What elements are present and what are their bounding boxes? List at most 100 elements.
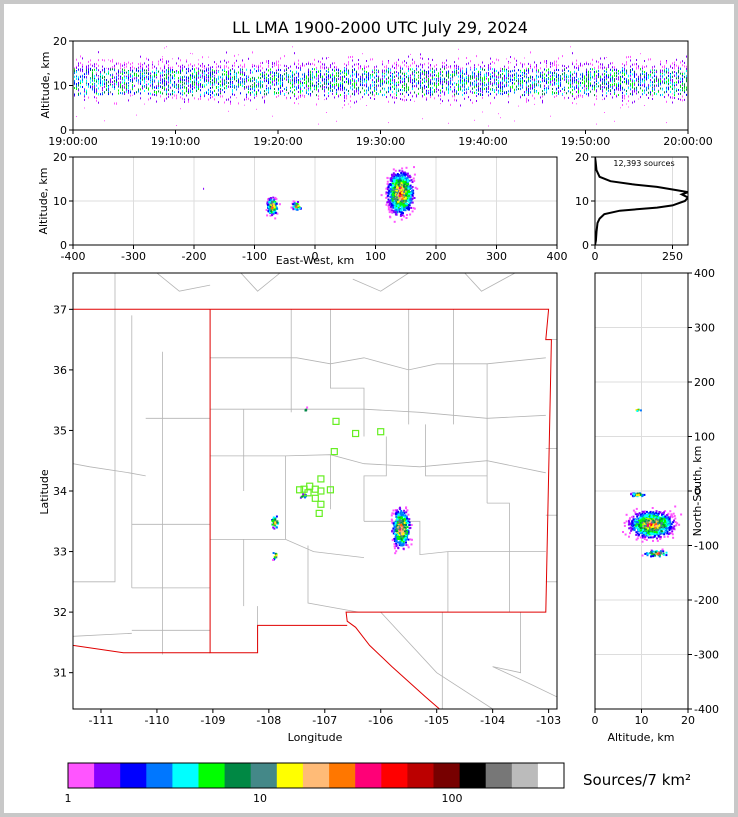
th-source-pixel: [482, 96, 483, 99]
th-source-pixel: [666, 80, 667, 83]
th-source-pixel: [344, 63, 345, 65]
ew-source-pixel: [267, 210, 270, 213]
th-source-pixel: [130, 66, 131, 69]
th-source-pixel: [96, 88, 97, 91]
th-source-pixel: [408, 80, 409, 83]
th-source-pixel: [116, 72, 117, 75]
th-source-pixel: [446, 70, 447, 73]
th-source-pixel: [558, 57, 559, 60]
th-source-pixel: [198, 72, 199, 75]
th-source-pixel: [182, 69, 183, 72]
th-source-pixel: [220, 88, 221, 91]
th-source-pixel: [202, 70, 203, 73]
th-source-pixel: [166, 77, 167, 80]
th-source-pixel: [668, 87, 669, 90]
th-source-pixel: [294, 93, 295, 96]
th-source-pixel: [232, 67, 233, 70]
th-source-pixel: [410, 68, 411, 71]
th-source-pixel: [254, 86, 255, 89]
th-source-pixel: [396, 65, 397, 68]
th-source-pixel: [342, 86, 343, 88]
th-source-pixel: [300, 94, 301, 97]
th-source-pixel: [586, 69, 587, 72]
th-source-pixel: [684, 89, 685, 92]
th-source-pixel: [298, 75, 299, 78]
th-source-pixel: [470, 67, 471, 70]
th-source-pixel: [150, 84, 151, 87]
th-source-pixel: [246, 79, 247, 82]
th-source-pixel: [128, 84, 129, 87]
th-source-pixel: [82, 63, 83, 66]
th-source-pixel: [304, 74, 305, 77]
th-source-pixel: [148, 66, 149, 68]
th-source-pixel: [120, 77, 121, 80]
th-source-pixel: [546, 89, 547, 92]
th-source-pixel: [126, 65, 127, 68]
th-source-pixel: [338, 72, 339, 75]
th-source-pixel: [564, 91, 565, 93]
th-source-pixel: [512, 85, 513, 88]
th-source-pixel: [284, 69, 285, 72]
th-source-pixel: [576, 75, 577, 78]
th-source-pixel: [598, 70, 599, 72]
th-source-pixel: [536, 74, 537, 77]
th-source-pixel: [148, 58, 149, 61]
th-source-pixel: [208, 98, 209, 101]
th-source-pixel: [604, 76, 605, 79]
th-source-pixel: [674, 71, 675, 73]
th-source-pixel: [642, 93, 643, 96]
ew-source-pixel: [297, 204, 300, 207]
th-source-pixel: [622, 72, 623, 75]
th-source-pixel: [244, 78, 245, 81]
th-source-pixel: [124, 86, 125, 89]
th-source-pixel: [182, 64, 183, 67]
th-source-pixel: [94, 63, 95, 66]
th-source-pixel: [624, 88, 625, 91]
th-source-pixel: [568, 82, 569, 85]
th-source-pixel: [298, 84, 299, 87]
th-source-pixel: [632, 85, 633, 88]
th-source-pixel: [528, 88, 529, 91]
th-source-pixel: [488, 81, 489, 84]
th-source-pixel: [200, 95, 201, 98]
th-source-pixel: [576, 62, 577, 65]
th-source-pixel: [122, 70, 123, 73]
th-source-pixel: [420, 68, 421, 71]
th-source-pixel: [426, 79, 427, 81]
th-source-pixel: [318, 74, 319, 77]
th-source-pixel: [400, 77, 401, 80]
th-source-pixel: [408, 55, 409, 58]
th-source-pixel: [458, 89, 459, 91]
th-source-pixel: [190, 83, 191, 86]
th-source-pixel: [394, 83, 395, 86]
th-source-pixel: [390, 86, 391, 89]
th-source-pixel: [412, 68, 413, 71]
th-source-pixel: [338, 95, 339, 98]
th-source-pixel: [204, 95, 205, 98]
th-source-pixel: [304, 78, 305, 81]
th-source-pixel: [636, 89, 637, 92]
th-source-pixel: [190, 52, 191, 54]
th-source-pixel: [632, 63, 633, 66]
th-source-pixel: [220, 90, 221, 93]
th-source-pixel: [218, 75, 219, 78]
th-source-pixel: [226, 87, 227, 90]
th-source-pixel: [682, 87, 683, 89]
th-source-pixel: [150, 74, 151, 77]
th-source-pixel: [662, 65, 663, 68]
th-source-pixel: [98, 79, 99, 82]
th-source-pixel: [142, 87, 143, 89]
th-source-pixel: [232, 78, 233, 80]
th-source-pixel: [660, 83, 661, 86]
th-source-pixel: [520, 88, 521, 91]
th-source-pixel: [492, 68, 493, 71]
th-source-pixel: [332, 84, 333, 86]
th-source-pixel: [448, 99, 449, 102]
th-source-pixel: [108, 85, 109, 87]
th-source-pixel: [536, 83, 537, 86]
th-source-pixel: [166, 83, 167, 86]
th-source-pixel: [504, 74, 505, 77]
th-source-pixel: [510, 80, 511, 83]
th-source-pixel: [658, 79, 659, 82]
th-source-pixel: [546, 64, 547, 67]
